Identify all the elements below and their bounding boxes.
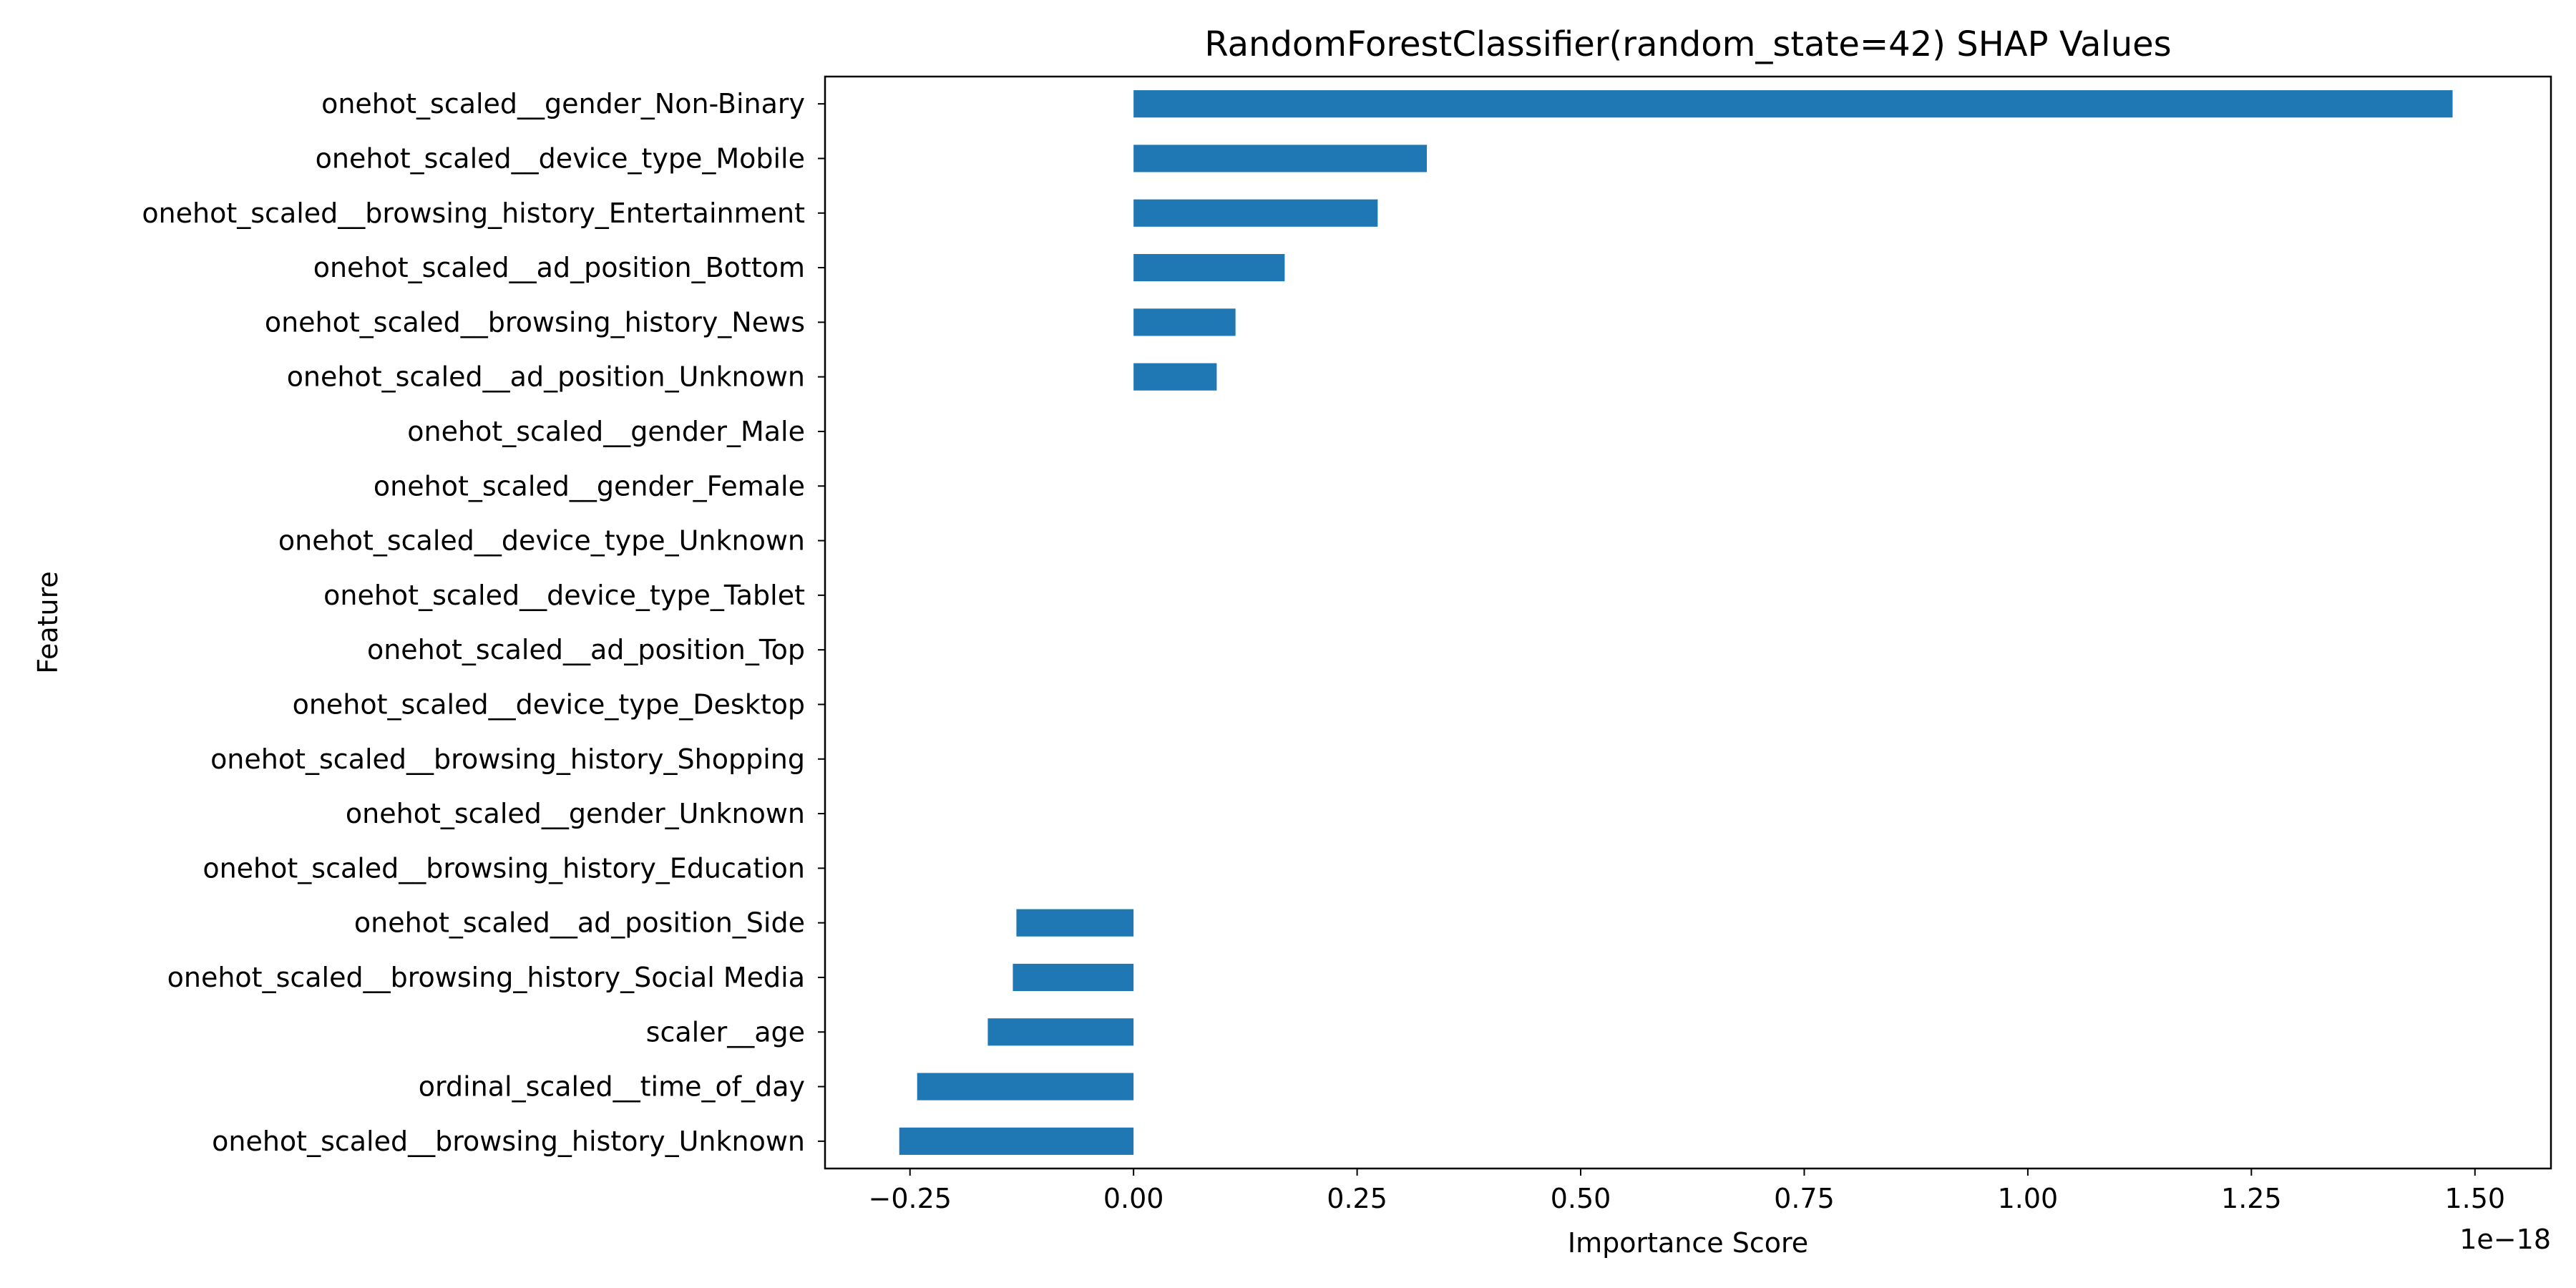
y-tick-label: onehot_scaled__gender_Unknown [346,798,805,829]
y-tick-label: scaler__age [646,1016,805,1048]
x-axis-label: Importance Score [1568,1227,1808,1259]
y-tick-label: onehot_scaled__gender_Non-Binary [321,88,805,119]
plot-frame [824,75,2552,1170]
y-tick-label: onehot_scaled__browsing_history_Unknown [212,1126,805,1157]
x-tick-label: 0.25 [1327,1183,1387,1214]
x-tick-label: 1.25 [2221,1183,2282,1214]
bar [1133,253,1285,282]
y-tick-label: onehot_scaled__gender_Female [374,470,805,502]
x-tick-group: −0.25 0.00 0.25 0.50 0.75 1.00 1.25 1.50 [868,1169,2505,1214]
y-tick-label: onehot_scaled__ad_position_Unknown [287,361,805,393]
y-tick-label: onehot_scaled__ad_position_Side [354,907,805,939]
y-axis-label: Feature [32,571,64,674]
y-tick-label: onehot_scaled__browsing_history_Social M… [167,962,805,993]
bar [1133,363,1217,391]
y-tick-label: onehot_scaled__browsing_history_Entertai… [142,197,805,229]
y-tick-label: onehot_scaled__browsing_history_Shopping [210,743,805,775]
y-tick-label: onehot_scaled__browsing_history_Educatio… [203,852,805,884]
bars-group [899,90,2453,1155]
y-tick-label: onehot_scaled__gender_Male [407,416,805,447]
y-tick-label: ordinal_scaled__time_of_day [419,1071,805,1103]
bar [899,1127,1134,1155]
bar [1016,909,1134,937]
x-tick-label: 0.75 [1774,1183,1835,1214]
bar [987,1018,1134,1046]
x-tick-label: −0.25 [868,1183,951,1214]
x-tick-label: 0.00 [1103,1183,1164,1214]
bar [1133,308,1236,336]
y-tick-label: onehot_scaled__browsing_history_News [265,306,805,338]
chart-title: RandomForestClassifier(random_state=42) … [1204,24,2171,64]
bar [1133,90,2453,118]
y-tick-label: onehot_scaled__device_type_Desktop [293,688,805,720]
bar [917,1073,1134,1101]
y-tick-label: onehot_scaled__device_type_Unknown [278,525,805,557]
y-tick-group: onehot_scaled__gender_Non-Binary onehot_s… [142,88,825,1157]
bar [1133,199,1378,227]
x-tick-label: 1.00 [1998,1183,2059,1214]
y-tick-label: onehot_scaled__ad_position_Top [367,634,805,665]
bar [1133,145,1428,172]
x-axis-offset-text: 1e−18 [2459,1224,2551,1255]
y-tick-label: onehot_scaled__ad_position_Bottom [313,252,805,283]
bar [1013,963,1134,992]
x-tick-label: 1.50 [2444,1183,2505,1214]
y-tick-label: onehot_scaled__device_type_Tablet [323,580,805,611]
x-tick-label: 0.50 [1551,1183,1611,1214]
y-tick-label: onehot_scaled__device_type_Mobile [316,142,805,174]
